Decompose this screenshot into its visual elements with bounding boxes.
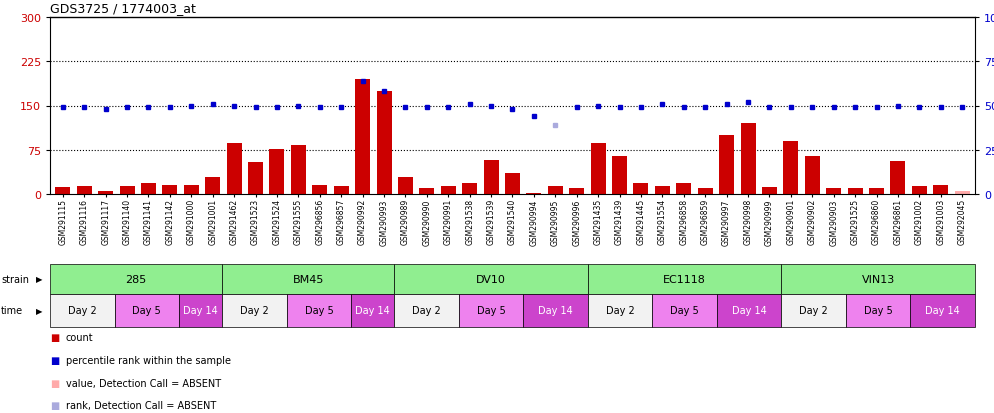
Text: ▶: ▶ — [36, 275, 43, 284]
Text: Day 5: Day 5 — [132, 306, 161, 316]
Bar — [205, 178, 221, 195]
Text: ■: ■ — [50, 332, 60, 342]
Bar — [891, 161, 906, 195]
Text: ■: ■ — [50, 400, 60, 411]
Bar — [869, 188, 884, 195]
Text: ■: ■ — [50, 355, 60, 365]
Bar — [227, 144, 242, 195]
Text: VIN13: VIN13 — [862, 274, 895, 284]
Bar — [312, 186, 327, 195]
Bar — [419, 189, 434, 195]
Bar — [377, 92, 392, 195]
Bar — [527, 193, 542, 195]
Bar — [911, 186, 926, 195]
Bar — [741, 124, 755, 195]
Bar — [633, 184, 648, 195]
Text: 285: 285 — [125, 274, 147, 284]
Bar — [954, 192, 969, 195]
Bar — [355, 80, 370, 195]
Bar — [548, 187, 563, 195]
Text: strain: strain — [1, 274, 29, 284]
Text: count: count — [66, 332, 93, 342]
Bar — [612, 156, 627, 195]
Bar — [291, 146, 306, 195]
Text: Day 14: Day 14 — [355, 306, 390, 316]
Text: ▶: ▶ — [36, 306, 43, 315]
Bar — [77, 186, 91, 195]
Bar — [334, 187, 349, 195]
Bar — [119, 187, 134, 195]
Text: rank, Detection Call = ABSENT: rank, Detection Call = ABSENT — [66, 400, 216, 411]
Bar — [826, 189, 841, 195]
Text: DV10: DV10 — [476, 274, 506, 284]
Text: percentile rank within the sample: percentile rank within the sample — [66, 355, 231, 365]
Text: Day 14: Day 14 — [925, 306, 960, 316]
Text: Day 14: Day 14 — [538, 306, 573, 316]
Text: Day 2: Day 2 — [68, 306, 96, 316]
Text: EC1118: EC1118 — [663, 274, 706, 284]
Bar — [141, 184, 156, 195]
Bar — [570, 189, 584, 195]
Bar — [484, 161, 499, 195]
Bar — [462, 184, 477, 195]
Text: value, Detection Call = ABSENT: value, Detection Call = ABSENT — [66, 377, 221, 388]
Bar — [698, 189, 713, 195]
Bar — [98, 192, 113, 195]
Bar — [805, 156, 820, 195]
Bar — [933, 186, 948, 195]
Bar — [590, 144, 605, 195]
Text: GDS3725 / 1774003_at: GDS3725 / 1774003_at — [50, 2, 196, 15]
Bar — [440, 186, 456, 195]
Text: Day 2: Day 2 — [413, 306, 440, 316]
Text: time: time — [1, 306, 23, 316]
Bar — [783, 142, 798, 195]
Bar — [719, 136, 735, 195]
Text: Day 5: Day 5 — [864, 306, 893, 316]
Text: Day 14: Day 14 — [732, 306, 766, 316]
Text: Day 2: Day 2 — [799, 306, 828, 316]
Bar — [162, 185, 177, 195]
Bar — [655, 186, 670, 195]
Bar — [676, 183, 691, 195]
Bar — [269, 150, 284, 195]
Text: Day 5: Day 5 — [670, 306, 699, 316]
Bar — [184, 185, 199, 195]
Text: Day 14: Day 14 — [183, 306, 218, 316]
Bar — [56, 188, 71, 195]
Text: ■: ■ — [50, 377, 60, 388]
Bar — [505, 174, 520, 195]
Bar — [762, 188, 777, 195]
Text: Day 5: Day 5 — [476, 306, 505, 316]
Text: Day 2: Day 2 — [605, 306, 634, 316]
Text: Day 2: Day 2 — [240, 306, 268, 316]
Bar — [848, 189, 863, 195]
Text: Day 5: Day 5 — [304, 306, 333, 316]
Bar — [248, 162, 263, 195]
Text: BM45: BM45 — [292, 274, 324, 284]
Bar — [398, 178, 413, 195]
